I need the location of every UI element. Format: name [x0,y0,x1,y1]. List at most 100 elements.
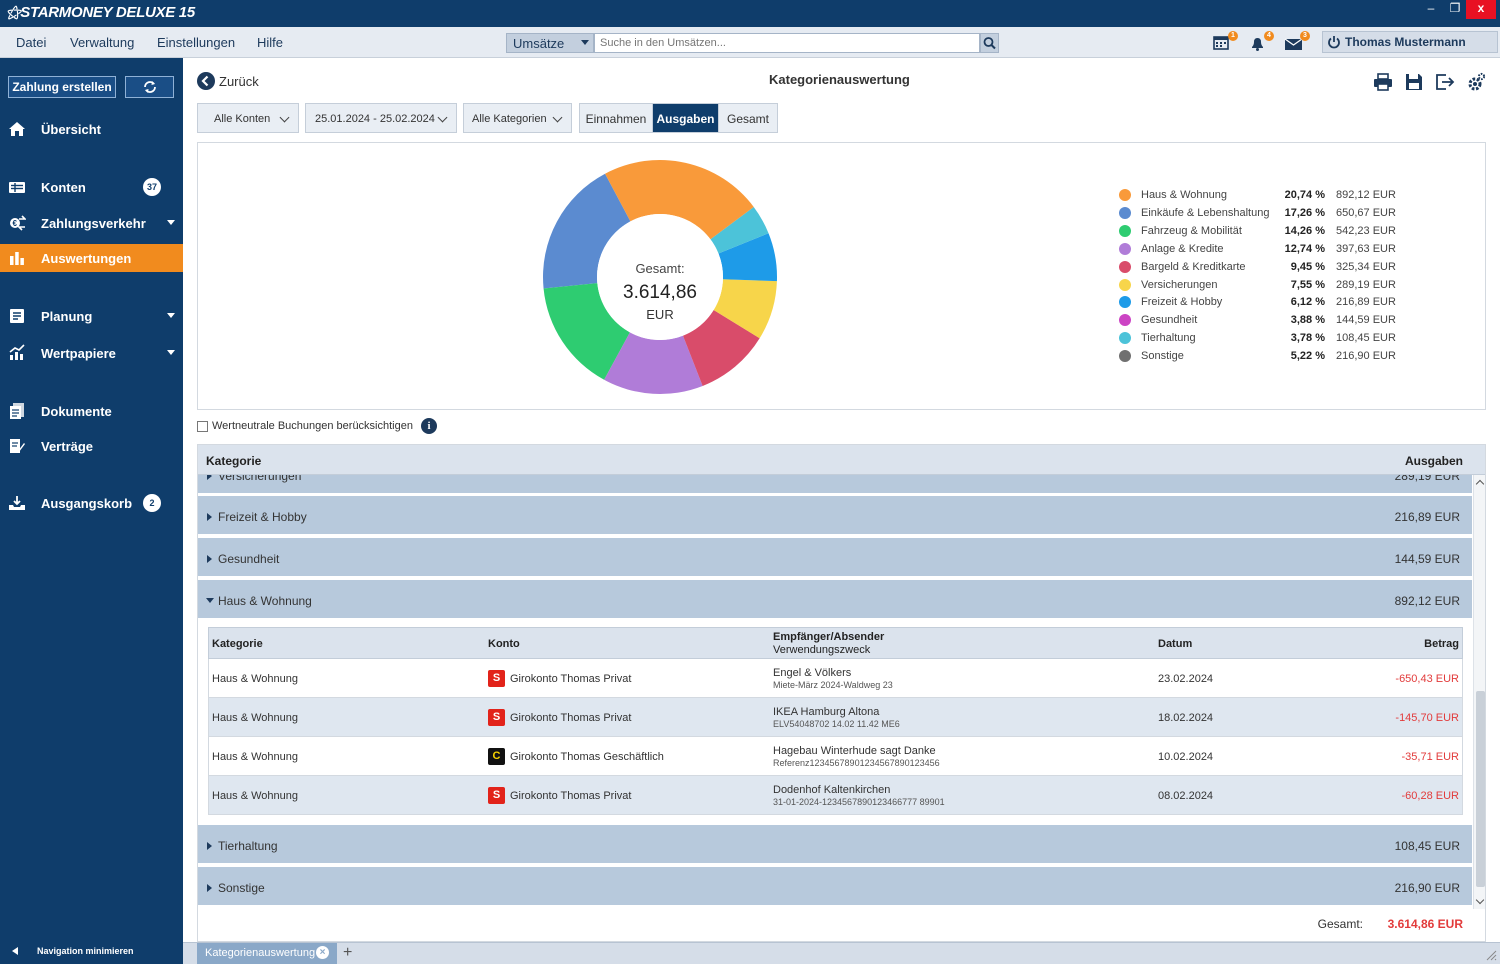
print-button[interactable] [1372,71,1394,93]
calendar-notification-button[interactable]: 1 [1212,31,1238,53]
sidebar-item-uebersicht[interactable]: Übersicht [0,115,183,143]
menu-verwaltung[interactable]: Verwaltung [70,35,135,50]
donut-slice-1[interactable] [543,173,631,289]
documents-icon [10,403,24,419]
table-row[interactable]: Haus & Wohnung S Girokonto Thomas Privat En… [208,659,1463,698]
table-scrollbar[interactable] [1473,475,1485,909]
date-range-filter[interactable]: 25.01.2024 - 25.02.2024 [305,103,457,133]
donut-slice-5[interactable] [713,279,777,339]
mail-notification-button[interactable]: 3 [1284,31,1310,53]
scroll-down-icon[interactable] [1475,895,1485,905]
sidebar-item-label: Dokumente [41,404,112,419]
close-tab-icon[interactable]: × [316,946,329,959]
table-row[interactable]: Haus & Wohnung S Girokonto Thomas Privat Do… [208,776,1463,815]
info-icon[interactable]: i [421,418,437,434]
sidebar-item-zahlungsverkehr[interactable]: € Zahlungsverkehr [0,209,183,237]
search-button[interactable] [980,33,999,53]
sub-column-verwendungszweck[interactable]: Verwendungszweck [773,644,871,656]
close-button[interactable]: x [1466,0,1496,19]
wertneutral-checkbox[interactable] [197,421,208,432]
categories-filter[interactable]: Alle Kategorien [463,103,572,133]
category-row-tierhaltung[interactable]: Tierhaltung 108,45 EUR [198,825,1472,865]
restore-button[interactable]: ❐ [1449,1,1461,15]
date-range-value: 25.01.2024 - 25.02.2024 [315,113,435,125]
sidebar-item-wertpapiere[interactable]: Wertpapiere [0,339,183,367]
sub-column-datum[interactable]: Datum [1158,638,1193,650]
resize-grip-icon[interactable] [1485,949,1497,961]
search-input[interactable] [594,33,980,53]
table-row[interactable]: Haus & Wohnung C Girokonto Thomas Geschäft… [208,737,1463,776]
chevron-down-icon [437,112,448,123]
sub-column-betrag[interactable]: Betrag [1424,638,1459,650]
row-category: Haus & Wohnung [212,790,299,802]
donut-center [597,214,723,340]
row-account: Girokonto Thomas Geschäftlich [510,751,664,763]
sub-column-kategorie[interactable]: Kategorie [212,638,263,650]
sub-column-konto[interactable]: Konto [488,638,520,650]
sidebar-item-konten[interactable]: Konten 37 [0,173,183,201]
sidebar-item-planung[interactable]: Planung [0,302,183,330]
sidebar-item-label: Zahlungsverkehr [41,216,146,231]
menu-datei[interactable]: Datei [16,35,47,50]
export-button[interactable] [1434,71,1456,93]
menu-einstellungen[interactable]: Einstellungen [157,35,236,50]
category-row-haus-wohnung[interactable]: Haus & Wohnung 892,12 EUR [198,580,1472,620]
category-row-gesundheit[interactable]: Gesundheit 144,59 EUR [198,538,1472,578]
bank-icon: C [488,748,505,765]
tab-kategorienauswertung[interactable]: Kategorienauswertung × [197,943,337,964]
table-row[interactable]: Haus & Wohnung S Girokonto Thomas Privat IK… [208,698,1463,737]
app-logo: ⚝STARMONEY DELUXE 15 [6,4,195,21]
donut-slice-2[interactable] [543,283,630,380]
sidebar-item-vertraege[interactable]: Verträge [0,432,183,460]
tab-ausgaben[interactable]: Ausgaben [652,103,719,133]
donut-slice-3[interactable] [604,332,703,394]
legend-name: Einkäufe & Lebenshaltung [1141,206,1270,219]
legend-percent: 3,78 % [1290,332,1325,345]
minimize-button[interactable]: – [1427,1,1435,15]
sub-column-empfaenger[interactable]: Empfänger/Absender [773,631,885,643]
accounts-filter[interactable]: Alle Konten [197,103,299,133]
legend-amount: 144,59 EUR [1336,314,1396,327]
legend-item: Haus & Wohnung 20,74 % 892,12 EUR [1119,187,1419,205]
print-icon [1374,73,1392,91]
category-row-freizeit[interactable]: Freizeit & Hobby 216,89 EUR [198,496,1472,536]
donut-slice-8[interactable] [710,206,769,254]
sidebar-item-label: Auswertungen [41,251,132,266]
settings-button[interactable] [1465,71,1487,93]
legend-amount: 325,34 EUR [1336,260,1396,273]
sidebar-item-ausgangskorb[interactable]: Ausgangskorb 2 [0,489,183,517]
scroll-up-icon[interactable] [1475,479,1485,489]
user-menu-button[interactable]: Thomas Mustermann [1322,31,1498,53]
legend-dot [1119,332,1131,345]
legend-dot [1119,260,1131,273]
add-tab-button[interactable]: + [343,944,353,961]
category-name: Freizeit & Hobby [218,510,307,524]
legend-dot [1119,278,1131,291]
calendar-icon [1213,36,1229,50]
category-row-sonstige[interactable]: Sonstige 216,90 EUR [198,867,1472,907]
tab-einnahmen[interactable]: Einnahmen [579,103,653,133]
donut-slice-0[interactable] [605,160,754,240]
search-scope-select[interactable]: Umsätze [506,33,594,53]
donut-slice-6[interactable] [718,233,777,282]
navigation-minimize-button[interactable]: Navigation minimieren [0,941,183,964]
refresh-button[interactable] [125,76,174,98]
bell-badge: 4 [1264,31,1274,41]
bell-notification-button[interactable]: 4 [1248,31,1274,53]
page-title: Kategorienauswertung [769,72,910,87]
sidebar-item-auswertungen[interactable]: Auswertungen [0,244,183,272]
save-icon [1406,74,1422,90]
category-value: 892,12 EUR [1394,594,1460,608]
tab-gesamt[interactable]: Gesamt [718,103,778,133]
donut-slice-4[interactable] [682,310,760,386]
sidebar-item-dokumente[interactable]: Dokumente [0,397,183,425]
scroll-thumb[interactable] [1476,691,1485,887]
expand-icon [207,555,212,563]
legend-amount: 216,90 EUR [1336,350,1396,363]
legend-amount: 397,63 EUR [1336,242,1396,255]
create-payment-button[interactable]: Zahlung erstellen [8,76,116,98]
row-date: 18.02.2024 [1158,712,1214,724]
app-title: STARMONEY DELUXE 15 [20,4,195,21]
save-button[interactable] [1403,71,1425,93]
menu-hilfe[interactable]: Hilfe [257,35,284,50]
